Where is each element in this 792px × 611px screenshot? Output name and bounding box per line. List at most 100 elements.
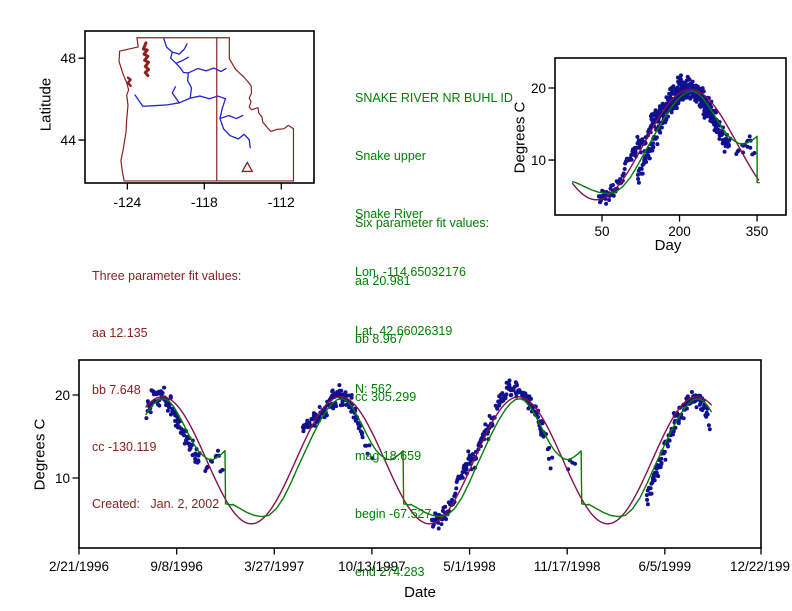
seasonal-data-point [714, 110, 718, 115]
timeseries-data-point [515, 383, 519, 388]
seasonal-six-param-curve [571, 90, 760, 195]
timeseries-data-point [705, 412, 710, 417]
seasonal-data-point [714, 130, 719, 135]
timeseries-data-point [707, 427, 712, 432]
seasonal-x-tick-label: 200 [668, 224, 691, 239]
timeseries-data-point [454, 486, 459, 491]
timeseries-data-point [504, 392, 509, 397]
seasonal-data-point [622, 167, 627, 171]
seasonal-data-point [683, 83, 688, 88]
timeseries-data-point [658, 465, 663, 469]
seasonal-data-point [674, 106, 679, 111]
seasonal-data-point [735, 149, 740, 154]
seasonal-data-point [722, 149, 727, 154]
site-basin: Snake upper [355, 149, 426, 164]
timeseries-data-point [370, 456, 375, 461]
map-y-tick-label: 48 [60, 50, 76, 66]
seasonal-data-point [653, 111, 658, 116]
state-border-4 [228, 37, 295, 133]
created-date: Created: Jan. 2, 2002 [92, 497, 220, 511]
seasonal-data-point [688, 96, 693, 101]
timeseries-data-point [573, 461, 577, 466]
seasonal-data-point [671, 84, 676, 89]
seasonal-data-point [635, 172, 640, 177]
timeseries-data-point [312, 423, 317, 428]
timeseries-data-point [210, 459, 214, 464]
timeseries-data-point [360, 430, 365, 435]
timeseries-data-point [507, 383, 512, 388]
timeseries-data-point [652, 478, 657, 483]
timeseries-x-tick-label: 12/22/199 [730, 559, 790, 574]
timeseries-data-point [547, 445, 552, 450]
seasonal-data-point [720, 141, 725, 146]
map-x-tick-label: -112 [268, 194, 295, 210]
seasonal-data-point [655, 142, 660, 147]
timeseries-data-point [511, 388, 516, 393]
timeseries-data-point [507, 378, 512, 383]
seasonal-x-axis-title: Day [654, 237, 682, 254]
seasonal-data-point [679, 73, 683, 78]
timeseries-data-point [509, 393, 514, 397]
timeseries-data-point [468, 459, 473, 463]
timeseries-data-point [644, 493, 649, 498]
timeseries-data-point [189, 443, 194, 448]
timeseries-data-point [144, 416, 149, 421]
six-param-header: Six parameter fit values: [355, 215, 490, 230]
site-river: Snake River [355, 207, 424, 222]
timeseries-data-point [500, 391, 505, 396]
river-line-3 [187, 67, 227, 74]
timeseries-plot-frame [78, 359, 762, 549]
timeseries-x-tick-label: 2/21/1996 [49, 559, 109, 574]
timeseries-x-tick-label: 5/1/1998 [443, 559, 496, 574]
timeseries-data-point [343, 390, 348, 395]
seasonal-data-point [607, 198, 612, 202]
state-border-6 [141, 41, 150, 78]
seasonal-data-point [664, 117, 669, 122]
seasonal-y-axis-title: Degrees C [511, 101, 529, 174]
river-line-1 [171, 43, 188, 55]
timeseries-data-point [165, 408, 170, 413]
river-line-7 [219, 114, 244, 120]
six-param-cc: cc 305.299 [355, 390, 417, 405]
map-x-tick-label: -124 [113, 194, 141, 210]
seasonal-data-point [702, 115, 707, 120]
six-param-block: Six parameter fit values: aa 20.981 bb 8… [355, 175, 489, 602]
seasonal-data-point [644, 159, 649, 164]
seasonal-data-point [675, 85, 680, 90]
seasonal-data-point [659, 125, 664, 130]
timeseries-data-point [550, 455, 555, 460]
timeseries-x-tick-label: 3/27/1997 [244, 559, 304, 574]
map-x-tick-label: -118 [191, 194, 218, 210]
timeseries-data-point [649, 491, 654, 496]
site-title: SNAKE RIVER NR BUHL ID [355, 90, 513, 105]
six-param-aa: aa 20.981 [355, 274, 411, 289]
river-line-6 [219, 98, 251, 149]
river-line-2 [175, 56, 189, 64]
timeseries-data-point [656, 474, 661, 479]
timeseries-data-point [339, 388, 344, 393]
timeseries-data-point [360, 435, 365, 440]
timeseries-data-point [157, 403, 162, 408]
seasonal-y-tick-label: 10 [531, 153, 546, 168]
state-border-1 [118, 37, 139, 182]
timeseries-data-point [182, 441, 187, 446]
timeseries-data-point [673, 425, 678, 430]
state-border-7 [126, 76, 132, 88]
timeseries-data-point [453, 491, 458, 496]
timeseries-data-point [216, 448, 220, 453]
six-param-end: end 274.283 [355, 565, 425, 580]
seasonal-data-point [724, 140, 729, 145]
seasonal-data-point [651, 144, 656, 149]
seasonal-data-point [611, 193, 616, 198]
timeseries-six-param-curve [145, 398, 712, 518]
timeseries-data-point [546, 456, 551, 461]
seasonal-data-point [640, 137, 645, 142]
seasonal-data-point [701, 112, 706, 117]
timeseries-data-point [443, 504, 448, 509]
timeseries-data-point [681, 416, 686, 421]
seasonal-data-point [666, 114, 670, 119]
site-latitude: Lat. 42.66026319 [355, 323, 453, 338]
seasonal-data-point [621, 171, 626, 176]
